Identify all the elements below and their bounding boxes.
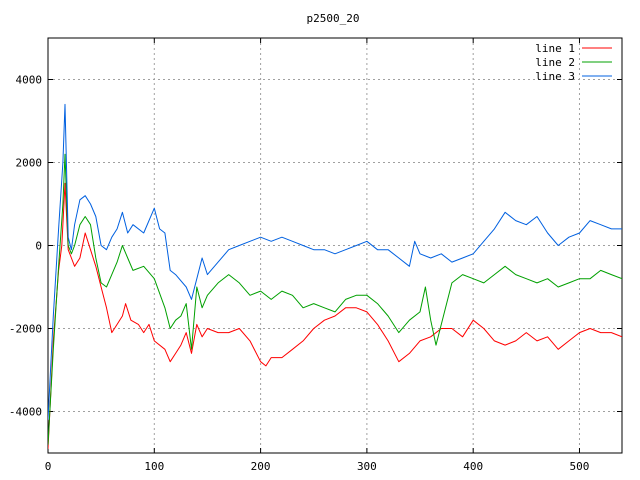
plot-frame [47,37,623,454]
y-tick-label: 0 [35,240,42,253]
axes: 0 100 200 300 400 500 -4000 -2000 0 2000 4000 [9,37,623,473]
y-tick-label: 2000 [16,157,43,170]
legend-label: line 1 [535,42,575,55]
x-tick-label: 400 [463,460,483,473]
x-tick-label: 300 [357,460,377,473]
legend-label: line 3 [535,70,575,83]
legend-label: line 2 [535,56,575,69]
x-tick-label: 100 [144,460,164,473]
x-tick-label: 0 [45,460,52,473]
series-line-3 [48,103,622,420]
y-tick-label: -4000 [9,406,42,419]
series-line-2 [48,153,622,445]
series-layer [48,103,622,449]
x-tick-label: 200 [251,460,271,473]
y-tick-label: 4000 [16,74,43,87]
series-line-1 [48,182,622,449]
x-tick-label: 500 [570,460,590,473]
y-tick-label: -2000 [9,323,42,336]
chart-title: p2500_20 [307,12,360,25]
grid [48,38,622,453]
